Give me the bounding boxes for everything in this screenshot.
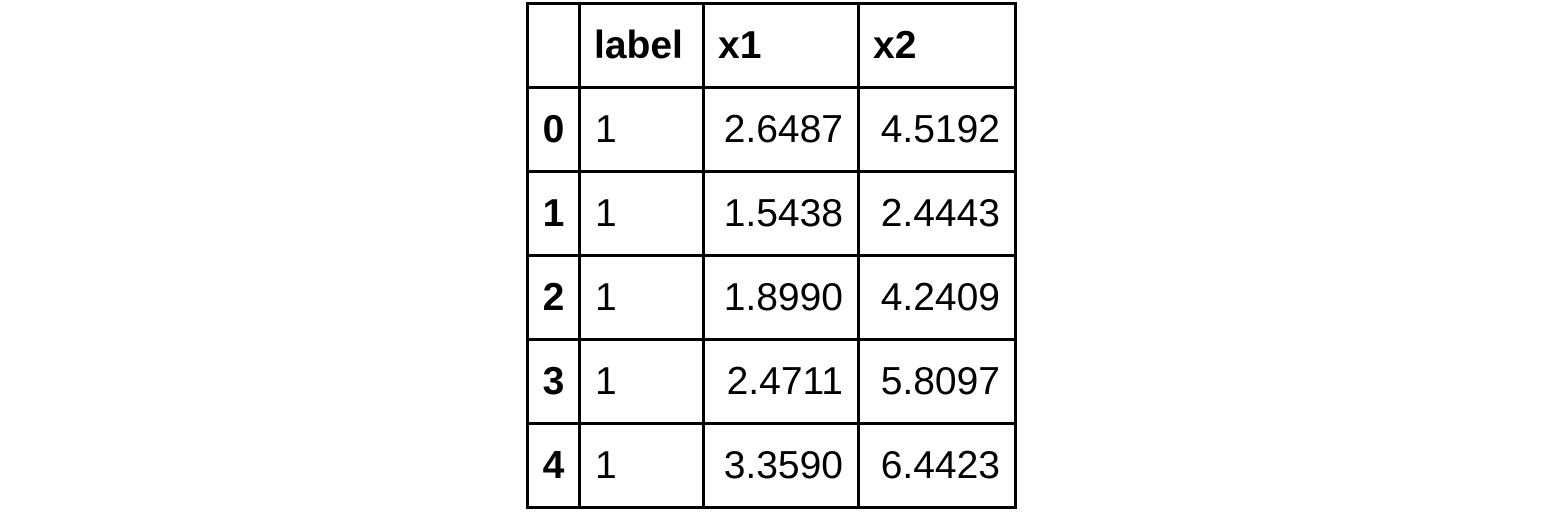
column-header-label: label xyxy=(578,2,705,89)
cell-x2: 6.4423 xyxy=(857,422,1017,509)
cell-x2: 2.4443 xyxy=(857,170,1017,257)
cell-x2: 5.8097 xyxy=(857,338,1017,425)
row-index: 1 xyxy=(526,170,581,257)
cell-label: 1 xyxy=(578,254,705,341)
column-header-x1: x1 xyxy=(702,2,860,89)
cell-label: 1 xyxy=(578,170,705,257)
cell-x1: 1.8990 xyxy=(702,254,860,341)
cell-x1: 3.3590 xyxy=(702,422,860,509)
row-index: 0 xyxy=(526,86,581,173)
row-index: 3 xyxy=(526,338,581,425)
cell-x2: 4.5192 xyxy=(857,86,1017,173)
cell-x2: 4.2409 xyxy=(857,254,1017,341)
cell-x1: 1.5438 xyxy=(702,170,860,257)
dataframe-table: label x1 x2 0 1 2.6487 4.5192 1 1 1.5438… xyxy=(526,2,1017,509)
column-header-x2: x2 xyxy=(857,2,1017,89)
table-row: 1 1 1.5438 2.4443 xyxy=(526,170,1017,257)
table-header-row: label x1 x2 xyxy=(526,2,1017,89)
table-row: 2 1 1.8990 4.2409 xyxy=(526,254,1017,341)
row-index: 4 xyxy=(526,422,581,509)
cell-label: 1 xyxy=(578,338,705,425)
cell-x1: 2.4711 xyxy=(702,338,860,425)
index-header-cell xyxy=(526,2,581,89)
table-row: 0 1 2.6487 4.5192 xyxy=(526,86,1017,173)
row-index: 2 xyxy=(526,254,581,341)
table-row: 3 1 2.4711 5.8097 xyxy=(526,338,1017,425)
cell-label: 1 xyxy=(578,86,705,173)
cell-x1: 2.6487 xyxy=(702,86,860,173)
table-row: 4 1 3.3590 6.4423 xyxy=(526,422,1017,509)
cell-label: 1 xyxy=(578,422,705,509)
